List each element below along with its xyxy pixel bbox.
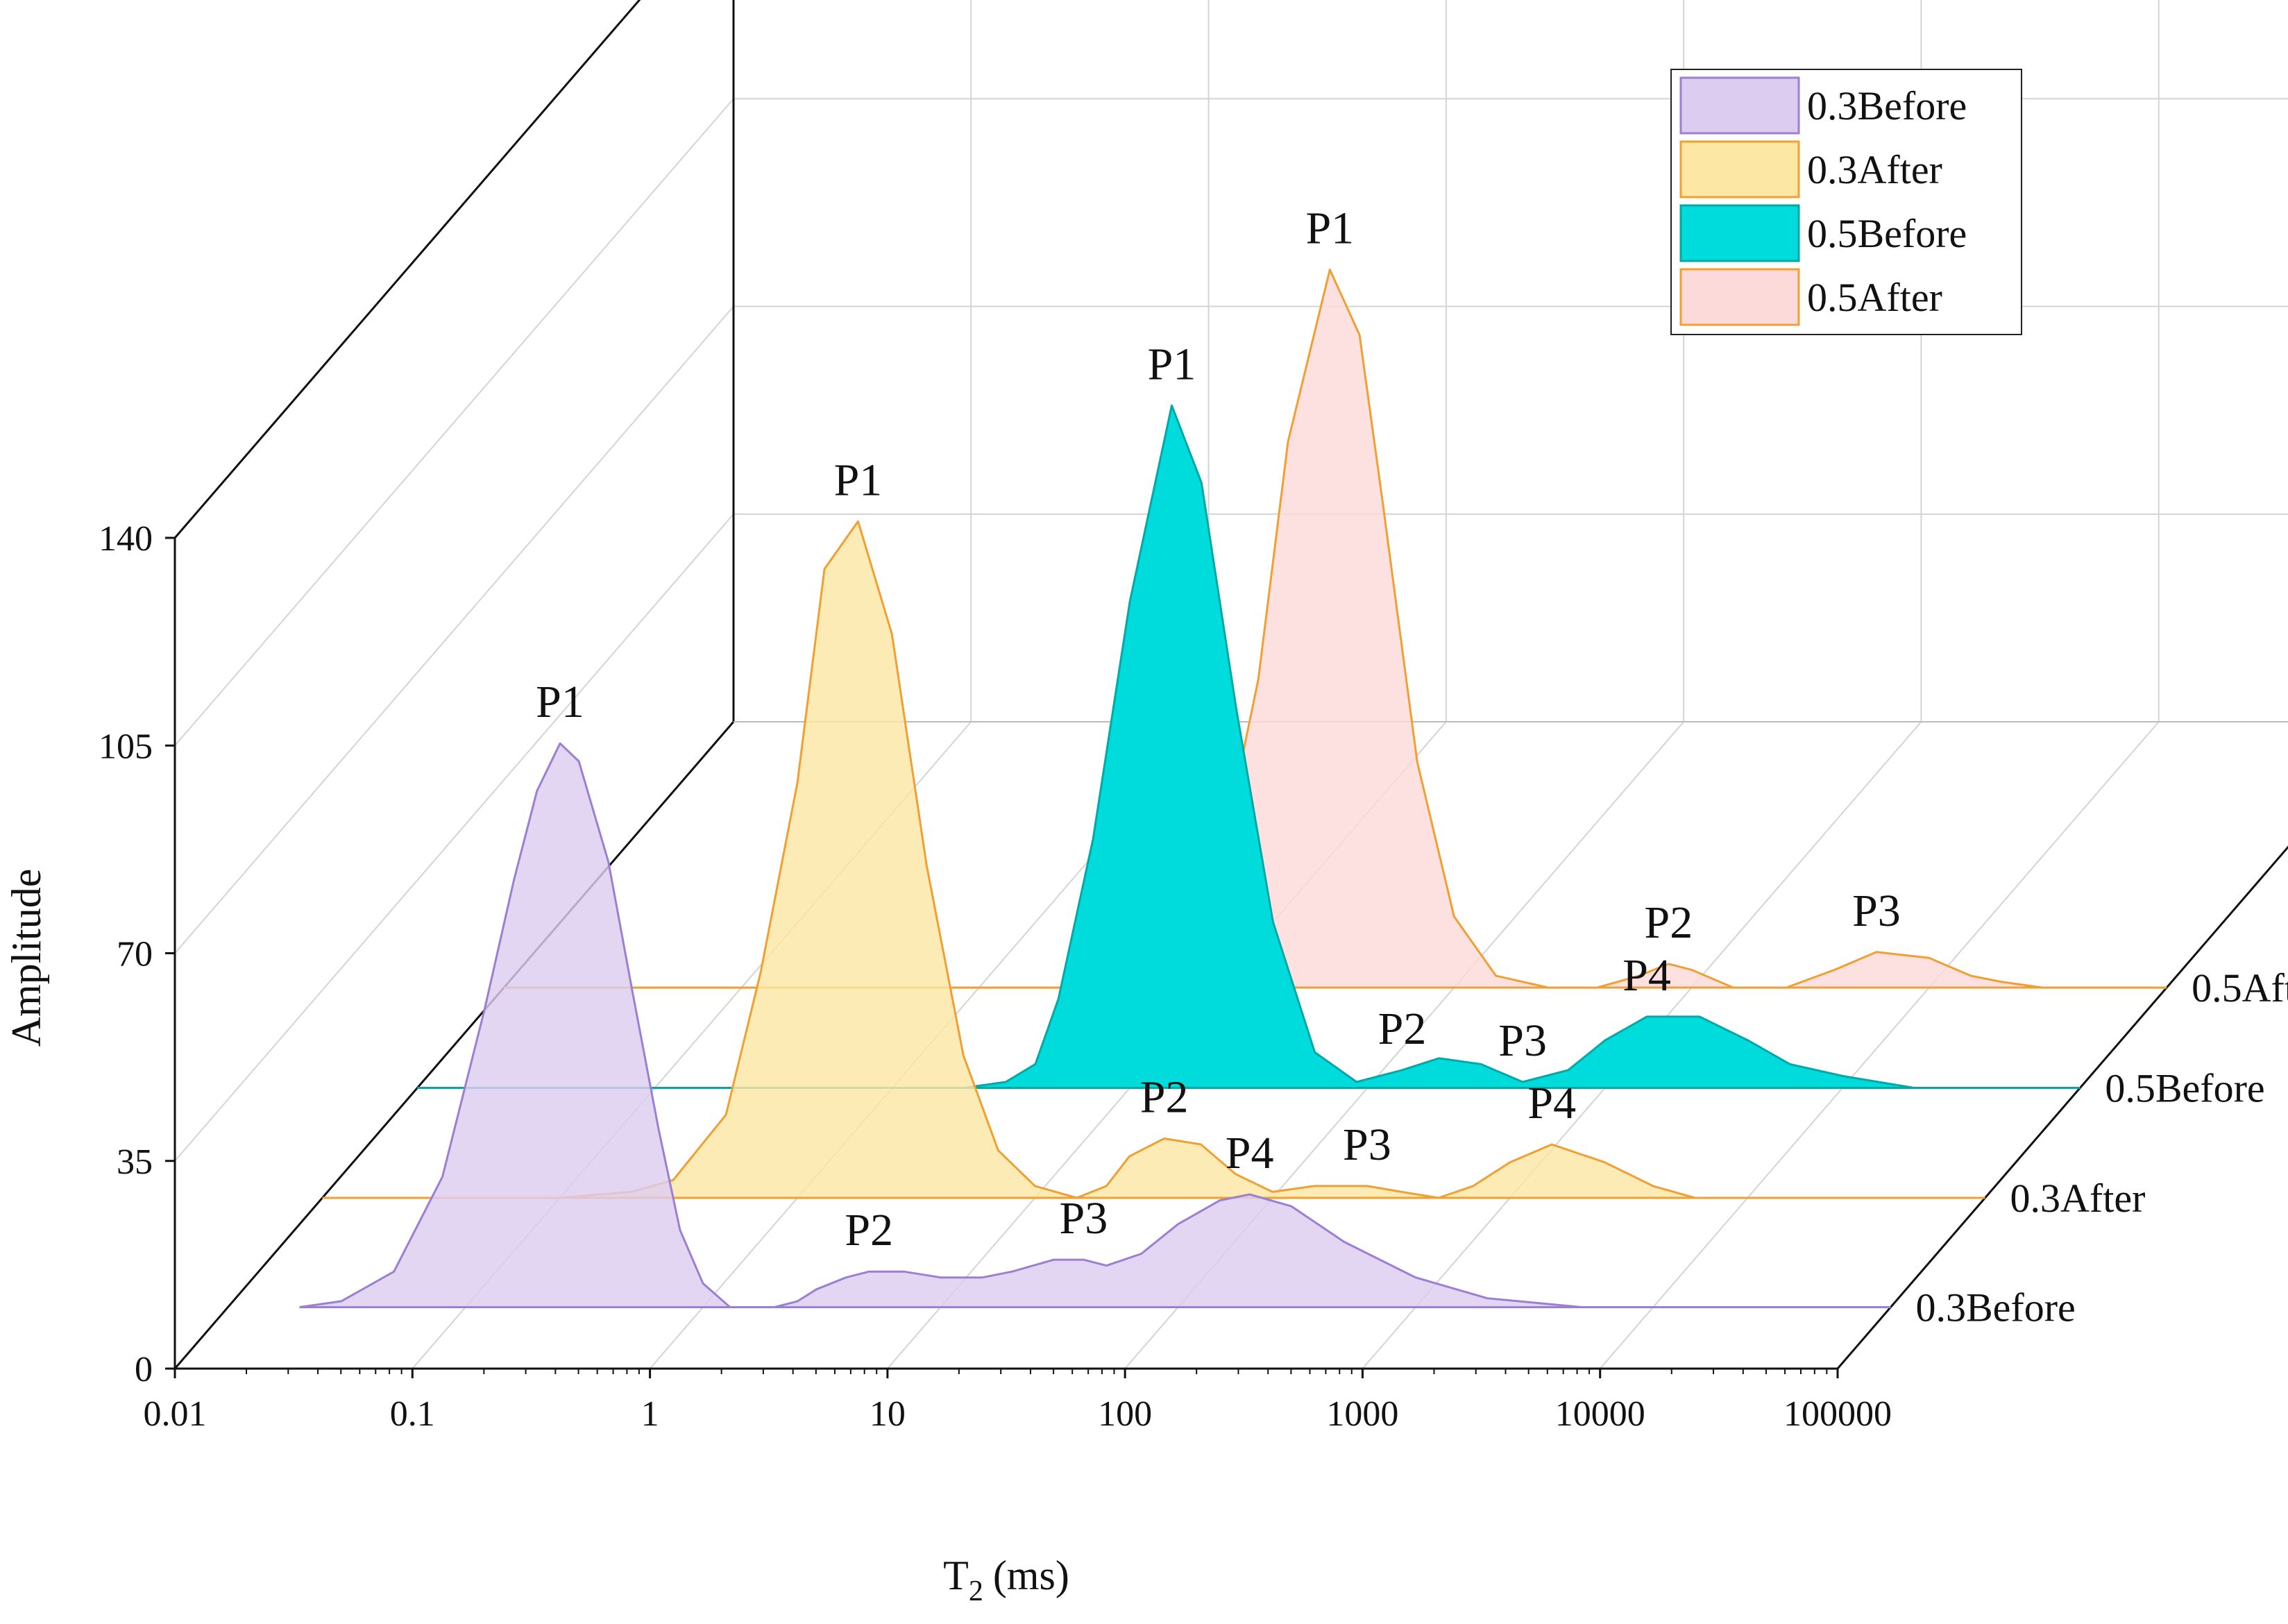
side-grid-line — [174, 305, 734, 954]
series-0.5Before — [417, 404, 2081, 1090]
side-grid-line — [174, 514, 734, 1162]
y-tick-label: 105 — [99, 727, 153, 766]
side-grid-line — [174, 98, 734, 746]
peak-label: P2 — [1140, 1072, 1189, 1122]
series-line — [299, 742, 1891, 1308]
series-row-label: 0.3After — [2010, 1176, 2146, 1221]
series-area — [417, 405, 2081, 1088]
x-axis-title: T2 (ms) — [943, 1553, 1069, 1607]
peak-label: P1 — [1305, 203, 1354, 254]
side-grid-line — [174, 0, 641, 539]
peak-label: P2 — [845, 1205, 893, 1255]
x-tick-label: 0.01 — [144, 1394, 207, 1434]
peak-label: P4 — [1622, 950, 1671, 1001]
series-area — [504, 269, 2167, 988]
x-tick-label: 10 — [870, 1394, 906, 1434]
x-tick-label: 100000 — [1783, 1394, 1892, 1434]
x-axis-title-subscript: 2 — [969, 1575, 983, 1607]
floor-grid-line — [1837, 846, 2288, 1369]
peak-label: P1 — [1148, 339, 1196, 389]
axis-frame-line — [1836, 845, 2288, 1369]
peak-label: P3 — [1852, 886, 1901, 936]
x-tick-label: 10000 — [1555, 1394, 1645, 1434]
peak-label: P4 — [1527, 1078, 1576, 1128]
x-tick-label: 100 — [1098, 1394, 1152, 1434]
series-0.3Before — [299, 742, 1891, 1308]
labels-layer: P1 P2 P3 0.5After P1 P2 P3 P4 0.5Before P1 P2 P3 P4 0… — [536, 203, 2288, 1330]
axis-frame-line — [173, 0, 641, 539]
y-tick-label: 140 — [99, 519, 153, 559]
axes: 0.01 0.1 1 10 100 1000 10000 100000 0 35 70 105 140 — [99, 0, 2288, 1434]
x-axis-title-main: T — [943, 1553, 969, 1598]
x-tick-label: 1 — [641, 1394, 659, 1434]
y-tick-label: 0 — [135, 1350, 153, 1389]
legend: 0.3Before 0.3After 0.5Before 0.5After — [1670, 69, 2022, 335]
axis-frame-line — [173, 721, 735, 1369]
y-tick-label: 35 — [117, 1142, 153, 1182]
series-0.5After — [504, 269, 2167, 989]
x-axis-title-unit: (ms) — [993, 1553, 1069, 1598]
legend-swatch — [1679, 204, 1800, 262]
y-tick-label: 70 — [117, 935, 153, 974]
peak-label: P4 — [1226, 1128, 1274, 1178]
x-tick-label: 1000 — [1326, 1394, 1398, 1434]
peak-label: P1 — [536, 677, 584, 727]
legend-swatch — [1679, 268, 1800, 326]
series-row-label: 0.5After — [2192, 965, 2288, 1010]
peak-label: P3 — [1498, 1015, 1547, 1066]
series-line — [322, 520, 1985, 1199]
x-tick-label: 0.1 — [390, 1394, 435, 1434]
legend-swatch — [1679, 76, 1800, 135]
floor-grid-line — [1599, 721, 2160, 1369]
series-row-label: 0.5Before — [2105, 1066, 2264, 1111]
peak-label: P2 — [1645, 897, 1693, 948]
legend-label: 0.3After — [1807, 147, 1942, 192]
peak-label: P3 — [1060, 1193, 1108, 1244]
peak-label: P1 — [834, 455, 883, 505]
legend-label: 0.5Before — [1807, 211, 1967, 256]
legend-swatch — [1679, 140, 1800, 198]
series-area — [299, 743, 1891, 1308]
series-row-label: 0.3Before — [1915, 1285, 2075, 1330]
peak-label: P2 — [1378, 1004, 1427, 1054]
peak-label: P3 — [1343, 1119, 1391, 1170]
legend-label: 0.3Before — [1807, 83, 1967, 128]
series-layer — [299, 269, 2167, 1308]
legend-label: 0.5After — [1807, 275, 1942, 320]
y-axis-title: Amplitude — [3, 869, 49, 1047]
series-line — [417, 404, 2081, 1089]
